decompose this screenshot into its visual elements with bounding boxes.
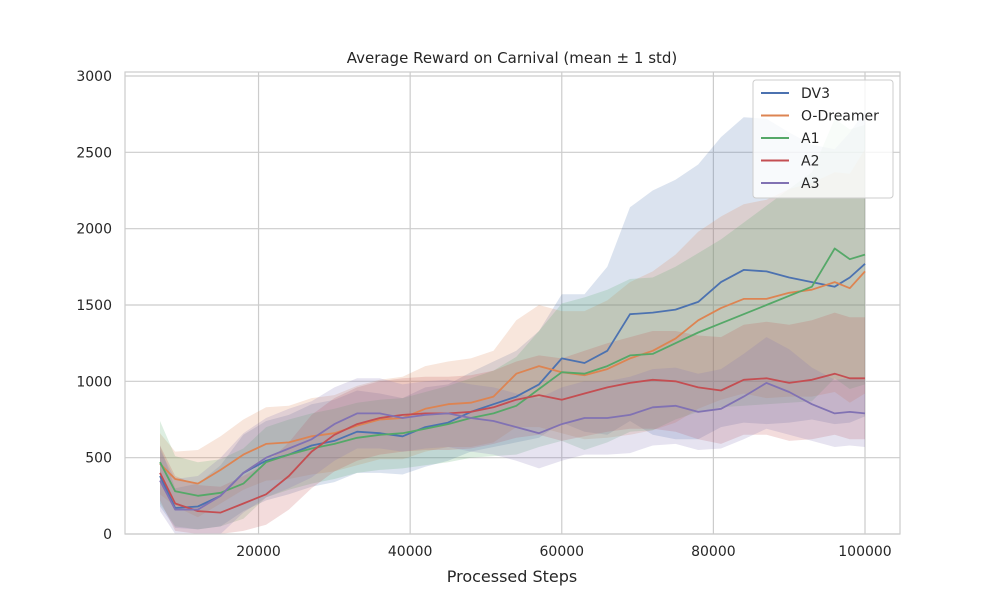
x-axis-label: Processed Steps (447, 567, 578, 586)
legend-label-a3: A3 (801, 176, 819, 192)
legend-box (752, 79, 894, 199)
x-tick-labels: 20000 40000 60000 80000 100000 (236, 544, 891, 560)
y-tick-label: 500 (85, 451, 112, 467)
line-dv3 (159, 263, 866, 509)
line-a3 (159, 381, 866, 511)
x-tick-label: 80000 (691, 544, 736, 560)
y-tick-label: 0 (103, 527, 112, 543)
legend-label-a1: A1 (801, 131, 819, 147)
legend-label-a2: A2 (801, 154, 819, 170)
y-tick-label: 3000 (76, 69, 112, 85)
series-lines (159, 247, 866, 514)
line-a1 (159, 247, 866, 497)
y-tick-label: 2500 (76, 145, 112, 161)
x-tick-label: 40000 (388, 544, 433, 560)
x-tick-label: 20000 (236, 544, 281, 560)
std-bands (160, 111, 865, 534)
band-a2 (160, 312, 865, 534)
band-a3 (160, 337, 865, 534)
x-tick-label: 60000 (540, 544, 585, 560)
band-o-dreamer (160, 149, 865, 518)
legend-label-o-dreamer: O-Dreamer (801, 109, 879, 125)
y-tick-label: 1500 (76, 298, 112, 314)
band-a1 (160, 118, 865, 530)
plot-frame (124, 71, 901, 535)
legend-label-dv3: DV3 (801, 86, 830, 102)
chart-title: Average Reward on Carnival (mean ± 1 std… (347, 49, 678, 67)
x-tick-label: 100000 (838, 544, 891, 560)
y-tick-labels: 0 500 1000 1500 2000 2500 3000 (76, 69, 112, 543)
line-o-dreamer (159, 270, 866, 485)
line-a2 (159, 372, 865, 514)
y-tick-label: 1000 (76, 374, 112, 390)
legend: DV3 O-Dreamer A1 A2 A3 (752, 79, 894, 199)
band-dv3 (160, 111, 865, 530)
y-tick-label: 2000 (76, 222, 112, 238)
